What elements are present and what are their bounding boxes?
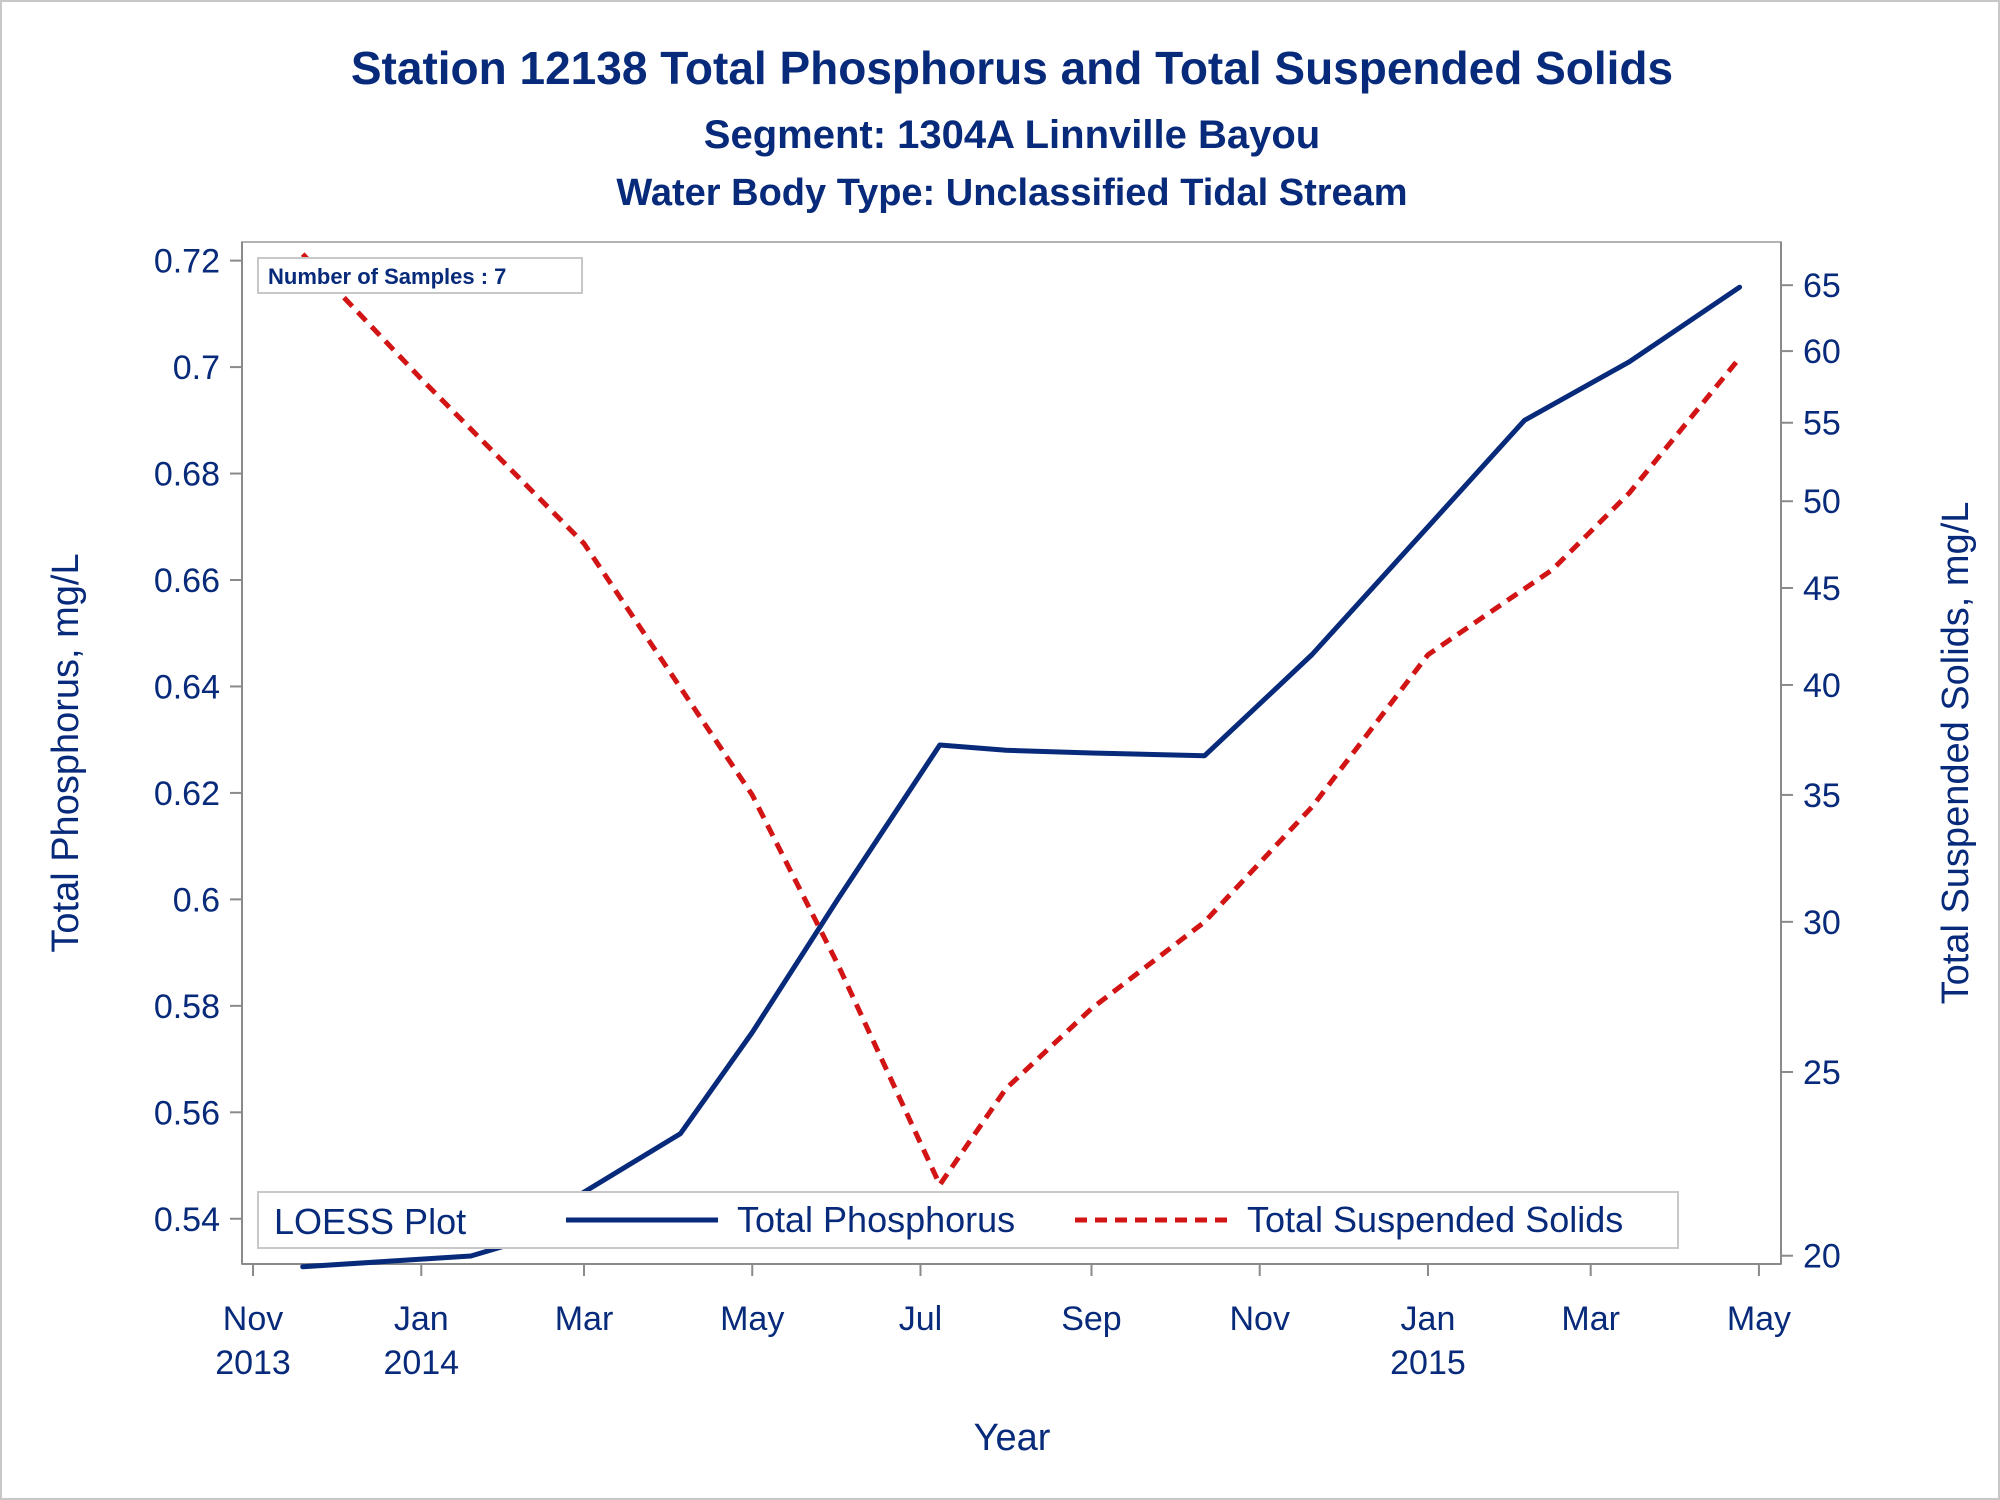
y-right-tick-label-5: 45 [1803, 570, 1841, 608]
y-right-tick-label-9: 65 [1803, 267, 1841, 305]
y-right-tick-label-8: 60 [1803, 333, 1841, 371]
y-axis-right-label: Total Suspended Solids, mg/L [1935, 502, 1977, 1005]
y-left-tick-label-0: 0.54 [154, 1201, 220, 1239]
y-left-tick-label-4: 0.62 [154, 775, 220, 813]
y-right-tick-label-0: 20 [1803, 1238, 1841, 1276]
x-tick-label-9: May [1727, 1300, 1791, 1338]
sample-count-box [257, 257, 583, 294]
x-tick-year-label-7: 2015 [1390, 1344, 1466, 1382]
x-tick-label-2: Mar [555, 1300, 614, 1338]
x-tick-label-7: Jan [1401, 1300, 1456, 1338]
y-left-tick-label-8: 0.7 [173, 349, 220, 387]
y-right-tick-label-2: 30 [1803, 904, 1841, 942]
series-line-total-suspended-solids [300, 252, 1742, 1188]
y-right-tick-label-4: 40 [1803, 667, 1841, 705]
x-tick-label-8: Mar [1561, 1300, 1620, 1338]
x-tick-label-5: Sep [1061, 1300, 1122, 1338]
y-left-tick-label-9: 0.72 [154, 243, 220, 281]
chart-subtitle: Segment: 1304A Linnville Bayou [704, 113, 1320, 157]
legend-label-total-phosphorus: Total Phosphorus [737, 1199, 1015, 1240]
x-tick-label-0: Nov [223, 1300, 283, 1338]
sample-count-label: Number of Samples : 7 [268, 264, 506, 289]
y-left-tick-label-1: 0.56 [154, 1094, 220, 1132]
sample-count-inset: Number of Samples : 7 [257, 257, 583, 294]
x-axis-label: Year [974, 1417, 1051, 1459]
y-left-tick-label-7: 0.68 [154, 456, 220, 494]
x-tick-label-6: Nov [1229, 1300, 1289, 1338]
plot-area-border [241, 241, 1782, 1265]
x-axis: Nov 2013 Jan 2014 Mar May Jul Sep Nov Jan 2015 Mar M… [215, 1263, 1791, 1382]
legend-box [257, 1191, 1679, 1249]
y-left-tick-label-5: 0.64 [154, 668, 220, 706]
y-left-tick-label-3: 0.6 [173, 881, 220, 919]
chart-subtitle-water-body: Water Body Type: Unclassified Tidal Stre… [616, 172, 1407, 214]
y-right-tick-label-1: 25 [1803, 1054, 1841, 1092]
chart-title: Station 12138 Total Phosphorus and Total… [351, 42, 1673, 94]
legend-label-total-suspended-solids: Total Suspended Solids [1247, 1199, 1623, 1240]
y-axis-right: 20 25 30 35 40 45 50 55 60 65 [1780, 242, 1841, 1276]
x-tick-year-label-1: 2014 [383, 1344, 459, 1382]
y-right-tick-label-3: 35 [1803, 777, 1841, 815]
x-tick-label-1: Jan [394, 1300, 449, 1338]
y-right-tick-label-7: 55 [1803, 405, 1841, 443]
series-line-total-phosphorus [300, 284, 1743, 1270]
x-tick-label-4: Jul [899, 1300, 942, 1338]
legend: LOESS Plot Total Phosphorus Total Suspen… [257, 1191, 1679, 1249]
y-left-tick-label-2: 0.58 [154, 988, 220, 1026]
series-layer [300, 252, 1743, 1270]
y-right-tick-label-6: 50 [1803, 483, 1841, 521]
x-tick-label-3: May [720, 1300, 784, 1338]
legend-title: LOESS Plot [274, 1201, 466, 1242]
y-left-tick-label-6: 0.66 [154, 562, 220, 600]
y-axis-left: 0.54 0.56 0.58 0.6 0.62 0.64 0.66 0.68 0.7 0.72 [154, 242, 243, 1264]
y-axis-left-label: Total Phosphorus, mg/L [45, 553, 87, 952]
x-tick-year-label-0: 2013 [215, 1344, 291, 1382]
